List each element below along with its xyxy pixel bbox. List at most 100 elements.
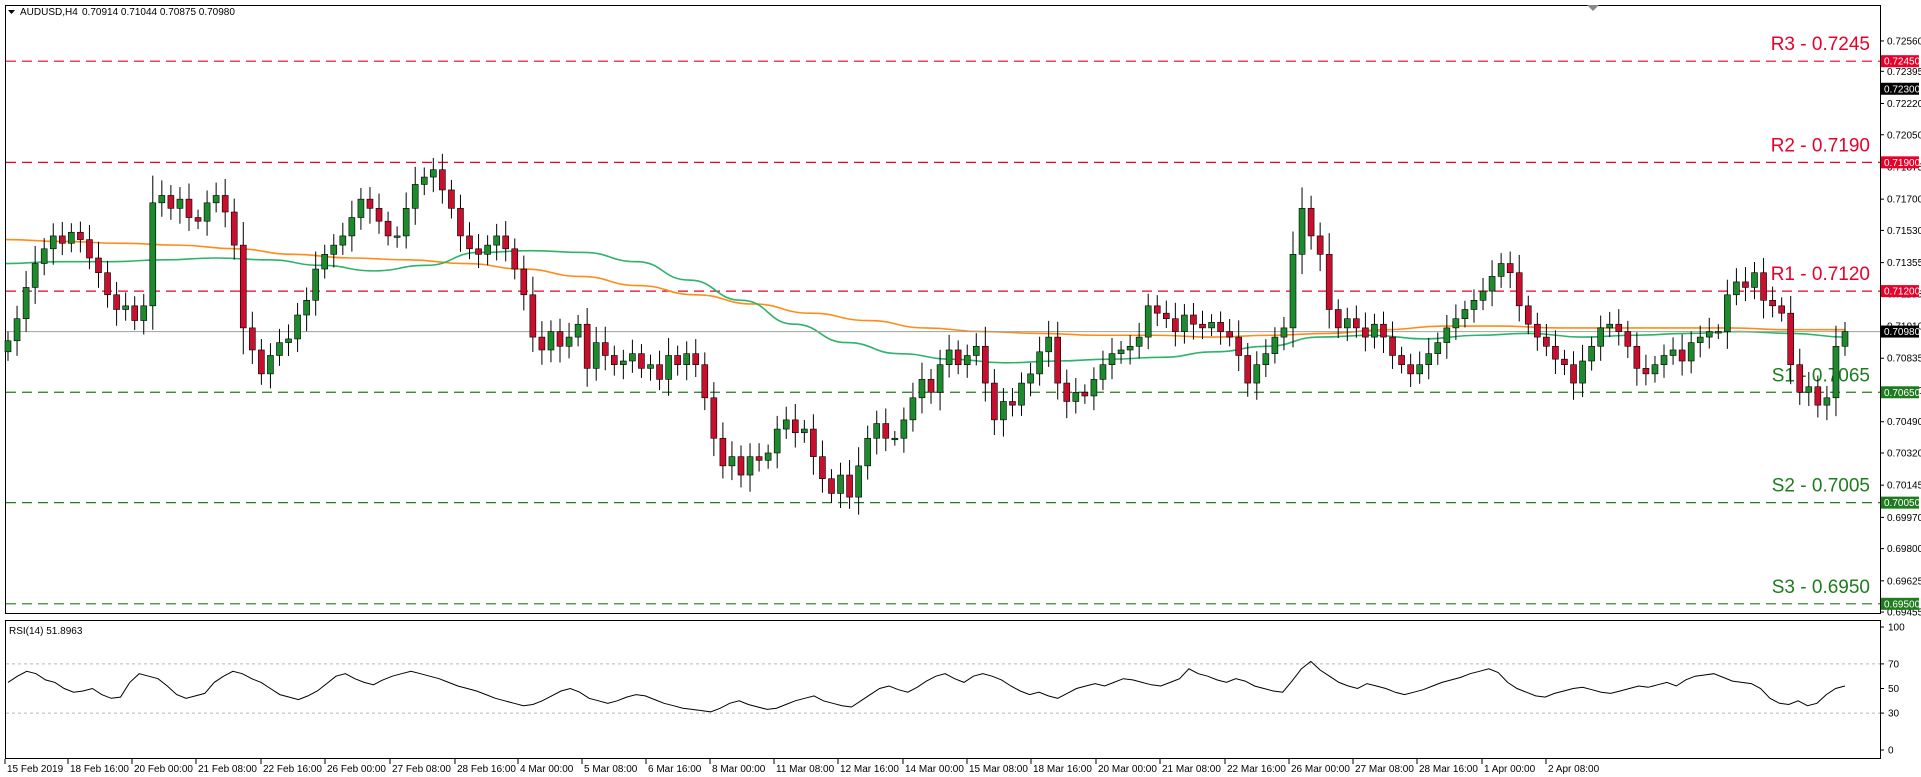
rsi-line xyxy=(7,660,1846,713)
bull-candle-body xyxy=(430,169,437,178)
bear-candle-body xyxy=(755,456,763,461)
candle xyxy=(1651,355,1659,383)
candle xyxy=(1090,367,1098,411)
candle xyxy=(638,344,645,378)
candle xyxy=(1226,318,1233,347)
bear-candle-body xyxy=(466,235,473,250)
bull-candle-body xyxy=(782,419,790,430)
bull-candle-body xyxy=(1751,272,1758,288)
bear-candle-body xyxy=(1561,358,1568,365)
bear-candle-body xyxy=(556,331,564,347)
bull-candle-body xyxy=(339,235,347,246)
bull-candle-body xyxy=(1135,336,1143,347)
chart-menu-icon[interactable] xyxy=(8,10,15,14)
candle xyxy=(918,362,926,414)
bull-candle-body xyxy=(1715,331,1722,334)
candle xyxy=(1135,322,1143,359)
time-tick-label: 15 Feb 2019 xyxy=(7,764,64,775)
bear-candle-body xyxy=(113,294,120,310)
bull-candle-body xyxy=(276,342,283,356)
candle xyxy=(927,369,935,404)
candle xyxy=(1470,289,1478,323)
candle xyxy=(1334,299,1342,339)
bear-candle-body xyxy=(1796,364,1804,393)
shift-marker-icon[interactable] xyxy=(1587,5,1599,11)
candle xyxy=(1190,302,1197,340)
candle xyxy=(1434,332,1442,365)
bull-candle-body xyxy=(330,244,338,255)
candle xyxy=(149,175,157,330)
candle xyxy=(375,193,383,234)
candle xyxy=(475,233,482,269)
candle xyxy=(520,255,528,311)
candle xyxy=(1597,315,1604,361)
candle xyxy=(1027,362,1034,397)
time-tick-label: 20 Mar 00:00 xyxy=(1098,764,1157,775)
candle xyxy=(538,321,546,365)
price-tick-label: 0.70490 xyxy=(1887,417,1921,428)
bull-candle-body xyxy=(773,428,781,454)
bull-candle-body xyxy=(1208,322,1215,329)
bull-candle-body xyxy=(1425,353,1433,365)
candle xyxy=(791,403,799,448)
bull-candle-body xyxy=(1452,318,1460,329)
candle xyxy=(728,441,736,481)
candle xyxy=(1416,351,1423,384)
candles-layer xyxy=(4,153,1849,515)
level-tag-1-bg xyxy=(1881,156,1919,169)
rsi-tick-label: 50 xyxy=(1888,684,1900,695)
candle xyxy=(1705,317,1713,349)
bear-candle-body xyxy=(601,342,609,356)
candle xyxy=(945,334,953,378)
candle xyxy=(1298,187,1306,275)
bear-candle-body xyxy=(511,248,519,270)
candle xyxy=(936,349,944,411)
bull-candle-body xyxy=(1027,373,1034,384)
candle xyxy=(1678,334,1686,376)
candle xyxy=(294,302,301,353)
candle xyxy=(348,200,356,252)
candle xyxy=(68,223,75,253)
candle xyxy=(801,420,808,443)
price-tick-label: 0.71355 xyxy=(1887,258,1921,269)
candle xyxy=(203,190,211,236)
bull-candle-body xyxy=(1470,300,1478,310)
candle xyxy=(1163,300,1170,328)
candle xyxy=(457,194,464,252)
time-tick-label: 20 Feb 00:00 xyxy=(134,764,193,775)
bear-candle-body xyxy=(1163,312,1170,319)
time-tick-label: 28 Feb 16:00 xyxy=(457,764,516,775)
bear-candle-body xyxy=(791,419,799,434)
bear-candle-body xyxy=(475,248,482,255)
candle xyxy=(1488,260,1496,307)
candle xyxy=(755,443,763,472)
bull-candle-body xyxy=(1606,323,1614,329)
candle xyxy=(185,183,193,231)
candle xyxy=(1760,257,1767,319)
candle xyxy=(312,251,319,316)
price-tick-label: 0.70835 xyxy=(1887,354,1921,365)
bull-candle-body xyxy=(801,428,808,434)
bull-candle-body xyxy=(909,397,917,421)
bull-candle-body xyxy=(592,342,600,369)
price-tick-label: 0.71530 xyxy=(1887,226,1921,237)
candle xyxy=(1235,320,1242,372)
bear-candle-body xyxy=(249,327,256,351)
current-price-tag-bg xyxy=(1881,325,1919,338)
time-tick-label: 8 Mar 00:00 xyxy=(712,764,766,775)
time-tick-label: 21 Mar 08:00 xyxy=(1162,764,1221,775)
rsi-pane-frame xyxy=(5,620,1881,759)
bull-candle-body xyxy=(764,452,772,461)
bear-candle-body xyxy=(448,189,455,209)
candle xyxy=(1633,332,1641,386)
bear-candle-body xyxy=(1226,331,1233,338)
bull-candle-body xyxy=(493,235,500,246)
candle xyxy=(1181,304,1188,344)
candle xyxy=(1715,324,1722,339)
candle xyxy=(592,326,600,381)
candle xyxy=(95,241,102,288)
time-tick-label: 12 Mar 16:00 xyxy=(840,764,899,775)
bear-candle-body xyxy=(1353,318,1360,329)
bear-candle-body xyxy=(104,272,111,296)
candle xyxy=(439,153,446,204)
